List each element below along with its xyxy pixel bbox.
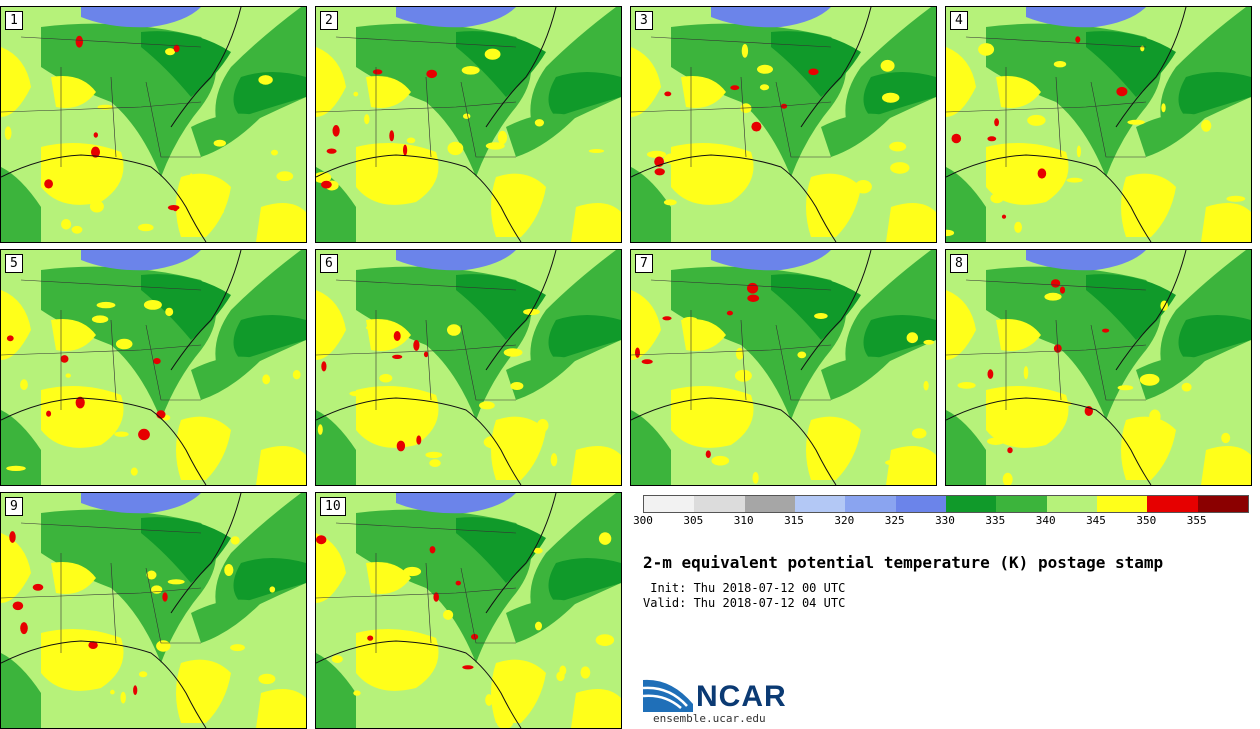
colorbar-tick-label: 305 (683, 514, 704, 527)
member-panel-8: 8 (945, 249, 1252, 486)
member-panel-5: 5 (0, 249, 307, 486)
colorbar-segment (996, 496, 1047, 512)
panel-label: 7 (635, 254, 653, 273)
figure-title: 2-m equivalent potential temperature (K)… (643, 553, 1164, 572)
colorbar-segment (1197, 496, 1248, 512)
ncar-swoosh-icon (643, 679, 693, 712)
colorbar-tick-label: 300 (633, 514, 653, 527)
panel-label: 1 (5, 11, 23, 30)
colorbar-tick-label: 350 (1136, 514, 1157, 527)
colorbar-ticks: 300 305 310 315 320 325 330 335 340 345 350 355 (633, 514, 1247, 530)
colorbar-tick-label: 345 (1086, 514, 1106, 527)
colorbar-tick-label: 355 (1186, 514, 1207, 527)
member-panel-7: 7 (630, 249, 937, 486)
init-time: Init: Thu 2018-07-12 00 UTC (643, 581, 846, 595)
logo-wordmark: NCAR (696, 680, 787, 713)
logo-url: ensemble.ucar.edu (653, 712, 766, 725)
member-panel-4: 4 (945, 6, 1252, 243)
map-svg (1, 250, 306, 485)
member-panel-6: 6 (315, 249, 622, 486)
map-svg (316, 250, 621, 485)
panel-label: 10 (320, 497, 346, 516)
member-panel-1: 1 (0, 6, 307, 243)
map-svg (1, 7, 306, 242)
member-panel-2: 2 (315, 6, 622, 243)
colorbar-segment (895, 496, 946, 512)
colorbar-segment (1096, 496, 1148, 512)
colorbar-segment (644, 496, 695, 512)
member-panel-10: 10 (315, 492, 622, 729)
map-svg (316, 7, 621, 242)
colorbar (643, 495, 1249, 513)
map-svg (316, 493, 621, 728)
valid-time: Valid: Thu 2018-07-12 04 UTC (643, 596, 846, 610)
colorbar-tick-label: 310 (733, 514, 754, 527)
member-panel-9: 9 (0, 492, 307, 729)
colorbar-segment (845, 496, 896, 512)
colorbar-tick-label: 330 (935, 514, 955, 527)
colorbar-tick-label: 320 (834, 514, 855, 527)
colorbar-segment (1046, 496, 1097, 512)
colorbar-segment (694, 496, 745, 512)
colorbar-tick-label: 315 (784, 514, 804, 527)
panel-label: 5 (5, 254, 23, 273)
colorbar-tick-label: 340 (1035, 514, 1056, 527)
colorbar-segment (794, 496, 846, 512)
colorbar-segment (945, 496, 997, 512)
ncar-logo: NCAR ensemble.ucar.edu (643, 672, 803, 726)
colorbar-tick-label: 335 (985, 514, 1006, 527)
map-svg (631, 7, 936, 242)
colorbar-segment (744, 496, 795, 512)
map-svg (946, 250, 1251, 485)
panel-label: 6 (320, 254, 338, 273)
panel-label: 2 (320, 11, 338, 30)
map-svg (1, 493, 306, 728)
map-svg (946, 7, 1251, 242)
member-panel-3: 3 (630, 6, 937, 243)
colorbar-segment (1147, 496, 1198, 512)
panel-label: 3 (635, 11, 653, 30)
map-svg (631, 250, 936, 485)
panel-label: 9 (5, 497, 23, 516)
panel-label: 8 (950, 254, 968, 273)
colorbar-tick-label: 325 (884, 514, 905, 527)
panel-label: 4 (950, 11, 968, 30)
